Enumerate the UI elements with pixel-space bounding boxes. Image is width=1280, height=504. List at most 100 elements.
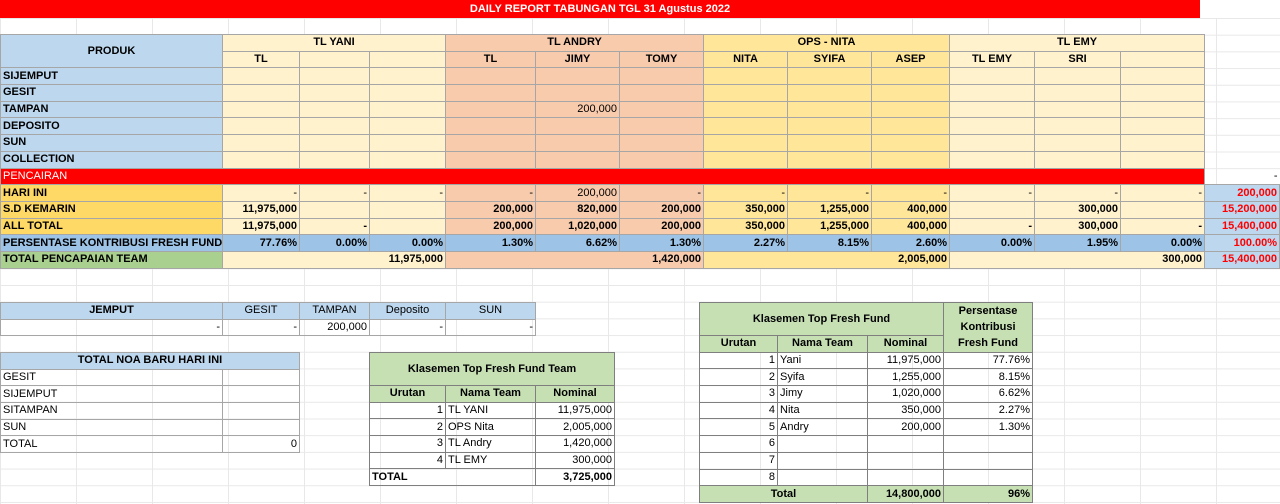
ts-title[interactable]: Klasemen Top Fresh Fund Team (369, 352, 615, 386)
st-nominal[interactable] (867, 435, 944, 453)
st-pct[interactable] (943, 468, 1033, 487)
summary-cell[interactable]: 2.27% (703, 234, 789, 252)
product-cell[interactable] (445, 150, 537, 169)
product-cell[interactable] (222, 134, 300, 152)
summary-cell[interactable]: - (949, 217, 1036, 236)
noa-label[interactable]: SIJEMPUT (0, 385, 223, 404)
product-cell[interactable] (299, 134, 370, 152)
subcol-header[interactable]: TL EMY (949, 50, 1036, 69)
product-cell[interactable] (368, 134, 447, 152)
summary-cell[interactable]: - (1120, 184, 1206, 202)
summary-cell[interactable]: 1,255,000 (787, 200, 873, 219)
st-total-value[interactable]: 14,800,000 (867, 485, 944, 503)
product-cell[interactable] (299, 117, 370, 136)
st-name[interactable] (777, 451, 868, 470)
st-header[interactable]: Urutan (699, 335, 778, 353)
summary-cell[interactable] (1120, 200, 1206, 219)
noa-label[interactable]: GESIT (0, 368, 223, 387)
st-pct-header[interactable]: Persentase Kontribusi Fresh Fund (943, 302, 1033, 353)
summary-label[interactable]: S.D KEMARIN (0, 200, 223, 219)
ts-name[interactable]: OPS Nita (445, 418, 536, 437)
product-cell[interactable] (445, 100, 537, 119)
product-cell[interactable]: 200,000 (535, 100, 621, 119)
product-cell[interactable] (619, 150, 705, 169)
summary-cell[interactable]: 350,000 (703, 217, 789, 236)
summary-cell[interactable]: 0.00% (949, 234, 1036, 252)
ps-value[interactable]: 200,000 (299, 318, 370, 337)
noa-value[interactable] (222, 418, 300, 437)
team-total-value[interactable]: 300,000 (949, 250, 1206, 269)
st-pct[interactable]: 2.27% (943, 401, 1033, 420)
summary-cell[interactable]: - (222, 184, 300, 202)
product-cell[interactable] (1120, 67, 1206, 86)
ps-header[interactable]: TAMPAN (299, 302, 370, 320)
empty-cell[interactable] (1205, 68, 1280, 85)
product-cell[interactable] (619, 117, 705, 136)
product-cell[interactable] (1120, 100, 1206, 119)
product-cell[interactable] (535, 150, 621, 169)
product-cell[interactable] (368, 100, 447, 119)
summary-cell[interactable] (368, 217, 447, 236)
st-pct[interactable]: 1.30% (943, 418, 1033, 437)
ts-rank[interactable]: 4 (369, 451, 446, 470)
subcol-header[interactable]: NITA (703, 50, 789, 69)
product-cell[interactable] (445, 84, 537, 102)
summary-cell[interactable] (299, 200, 370, 219)
summary-cell[interactable] (368, 200, 447, 219)
summary-total[interactable]: 15,400,000 (1204, 217, 1280, 236)
st-rank[interactable]: 6 (699, 435, 778, 453)
summary-cell[interactable]: 0.00% (1120, 234, 1206, 252)
product-cell[interactable] (368, 117, 447, 136)
summary-cell[interactable]: 200,000 (445, 200, 537, 219)
product-cell[interactable] (222, 84, 300, 102)
summary-cell[interactable]: - (787, 184, 873, 202)
st-name[interactable]: Jimy (777, 385, 868, 403)
empty-cell[interactable] (1205, 85, 1280, 102)
empty-cell[interactable] (1205, 151, 1280, 168)
st-nominal[interactable] (867, 468, 944, 487)
empty-cell[interactable] (1205, 101, 1280, 118)
group-header[interactable]: TL YANI (221, 34, 447, 52)
noa-value[interactable] (222, 402, 300, 420)
st-nominal[interactable]: 11,975,000 (867, 351, 944, 370)
summary-cell[interactable]: - (299, 184, 370, 202)
st-header[interactable]: Nama Team (777, 335, 868, 353)
subcol-header[interactable] (1120, 50, 1206, 69)
summary-total[interactable]: 15,200,000 (1204, 200, 1280, 219)
pencairan-label[interactable]: PENCAIRAN (0, 167, 1206, 186)
product-cell[interactable] (871, 150, 951, 169)
st-rank[interactable]: 7 (699, 451, 778, 470)
summary-label[interactable]: HARI INI (0, 184, 223, 202)
summary-cell[interactable]: 0.00% (368, 234, 447, 252)
ts-rank[interactable]: 2 (369, 418, 446, 437)
product-cell[interactable] (535, 84, 621, 102)
summary-cell[interactable]: - (619, 184, 705, 202)
noa-label[interactable]: SUN (0, 418, 223, 437)
noa-value[interactable]: 0 (222, 435, 300, 454)
product-cell[interactable] (222, 100, 300, 119)
summary-cell[interactable]: 11,975,000 (222, 217, 300, 236)
product-cell[interactable] (299, 100, 370, 119)
summary-cell[interactable]: 1.30% (619, 234, 705, 252)
summary-cell[interactable]: 1.95% (1034, 234, 1122, 252)
empty-cell[interactable] (1205, 118, 1280, 135)
st-pct[interactable]: 8.15% (943, 368, 1033, 387)
product-cell[interactable] (368, 67, 447, 86)
summary-cell[interactable]: - (1120, 217, 1206, 236)
ps-value[interactable]: - (0, 318, 223, 337)
product-cell[interactable] (445, 117, 537, 136)
product-cell[interactable] (949, 134, 1036, 152)
product-cell[interactable] (1120, 134, 1206, 152)
st-rank[interactable]: 4 (699, 401, 778, 420)
product-cell[interactable] (368, 84, 447, 102)
summary-cell[interactable]: 0.00% (299, 234, 370, 252)
product-cell[interactable] (871, 100, 951, 119)
ts-nominal[interactable]: 1,420,000 (535, 435, 615, 453)
st-total-label[interactable]: Total (699, 485, 868, 503)
summary-cell[interactable]: 6.62% (535, 234, 621, 252)
product-cell[interactable] (222, 150, 300, 169)
product-cell[interactable] (871, 134, 951, 152)
product-cell[interactable] (949, 84, 1036, 102)
ts-header[interactable]: Urutan (369, 385, 446, 403)
empty-cell[interactable] (1205, 51, 1280, 68)
